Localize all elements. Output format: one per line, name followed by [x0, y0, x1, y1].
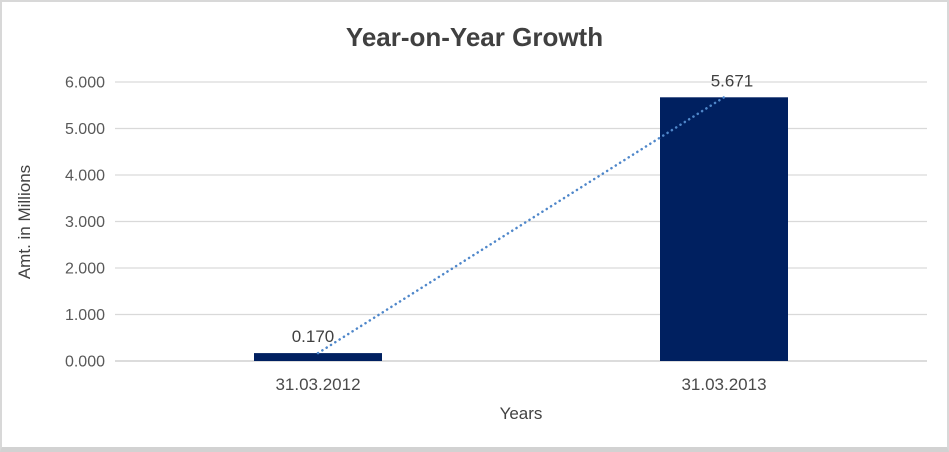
chart-title: Year-on-Year Growth: [345, 22, 604, 52]
y-tick-label: 1.000: [65, 307, 105, 324]
bar-data-label: 5.671: [711, 71, 754, 90]
x-axis-title: Years: [499, 404, 543, 423]
bar-data-label: 0.170: [292, 327, 335, 346]
y-tick-label: 6.000: [65, 75, 105, 92]
bar: [660, 97, 788, 362]
y-tick-label: 5.000: [65, 121, 105, 138]
trendline: [316, 96, 726, 355]
y-tick-label: 0.000: [65, 354, 105, 371]
y-tick-label: 4.000: [65, 168, 105, 185]
y-tick-label: 3.000: [65, 214, 105, 231]
category-label: 31.03.2012: [275, 375, 360, 394]
y-tick-label: 2.000: [65, 261, 105, 278]
category-label: 31.03.2013: [681, 375, 766, 394]
bar: [254, 353, 382, 361]
